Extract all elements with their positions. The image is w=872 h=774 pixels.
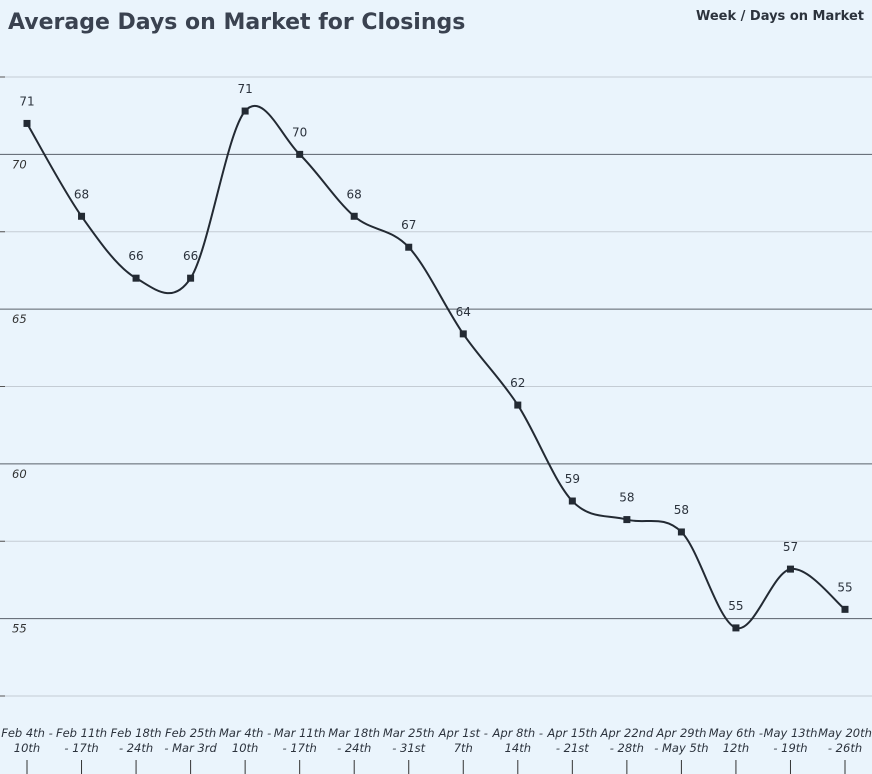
x-tick-label: Mar 4th - 10th [218, 726, 272, 755]
x-tick-label: May 20th - 26th [818, 726, 872, 755]
x-tick-label: Apr 8th - 14th [492, 726, 544, 755]
y-tick-label: 60 [12, 467, 27, 481]
x-tick-label: Mar 11th - 17th [273, 726, 326, 755]
point [187, 274, 195, 282]
chart-subtitle: Week / Days on Market [696, 9, 864, 24]
data-label: 64 [456, 305, 471, 319]
data-label: 57 [783, 540, 798, 554]
point [459, 330, 467, 338]
point [732, 624, 740, 632]
data-label: 71 [19, 94, 34, 108]
x-tick-label: Apr 1st - 7th [438, 726, 488, 755]
point [350, 212, 358, 220]
data-label: 70 [292, 125, 307, 139]
point [623, 516, 631, 524]
point [786, 565, 794, 573]
point [296, 150, 304, 158]
y-tick-label: 55 [12, 622, 27, 636]
data-label: 66 [183, 249, 198, 263]
x-tick-label: Apr 29th - May 5th [654, 726, 709, 755]
point [677, 528, 685, 536]
point [241, 107, 249, 115]
x-tick-label: Mar 25th - 31st [382, 726, 435, 755]
data-label: 66 [128, 249, 143, 263]
point [514, 401, 522, 409]
y-tick-label: 70 [12, 157, 27, 171]
point [78, 212, 86, 220]
data-label: 55 [728, 599, 743, 613]
y-tick-label: 65 [12, 312, 27, 326]
data-label: 55 [837, 580, 852, 594]
point [405, 243, 413, 251]
x-tick-label: Feb 25th - Mar 3rd [164, 726, 217, 755]
x-tick-label: Feb 4th - 10th [1, 726, 53, 755]
chart-title: Average Days on Market for Closings [8, 10, 465, 35]
data-label: 71 [237, 82, 252, 96]
point [132, 274, 140, 282]
data-label: 67 [401, 218, 416, 232]
point [23, 119, 31, 127]
data-label: 59 [565, 472, 580, 486]
data-label: 58 [619, 491, 634, 505]
x-tick-label: May 6th - 12th [708, 726, 764, 755]
point [841, 605, 849, 613]
data-label: 68 [347, 187, 362, 201]
data-label: 68 [74, 187, 89, 201]
point [568, 497, 576, 505]
x-tick-label: Feb 18th - 24th [110, 726, 162, 755]
data-label: 58 [674, 503, 689, 517]
x-tick-label: Mar 18th - 24th [328, 726, 381, 755]
line [26, 104, 846, 630]
data-label: 62 [510, 376, 525, 390]
x-tick-label: Apr 15th - 21st [547, 726, 598, 755]
x-tick-label: Feb 11th - 17th [55, 726, 108, 755]
x-tick-label: May 13th - 19th [763, 726, 818, 755]
x-tick-label: Apr 22nd - 28th [600, 726, 654, 755]
